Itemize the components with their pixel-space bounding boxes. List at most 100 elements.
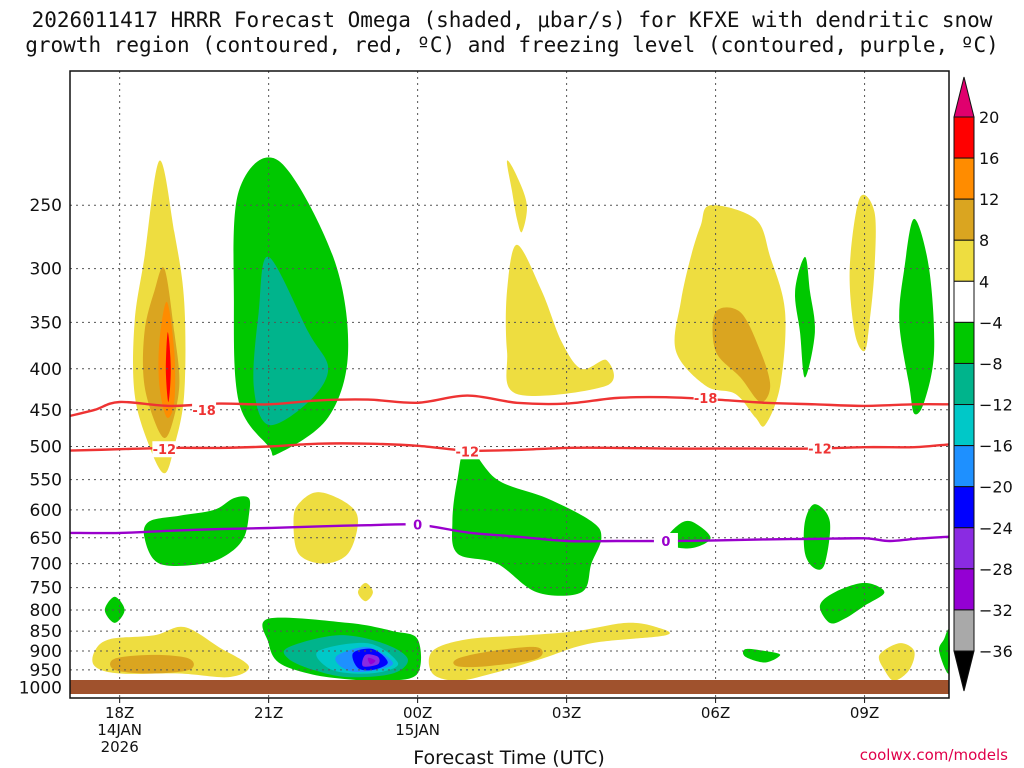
colorbar-label-7: −12 (979, 396, 1013, 415)
colorbar: 20 16 12 8 4 −4 −8 −12 −16 −20 −24 −28 −32 −36 (953, 76, 1013, 692)
colorbar-swatch-12 (953, 609, 975, 652)
omega-region-rise-02z-low-gold (453, 646, 543, 668)
omega-region-sink-19z-mid (143, 496, 251, 566)
omega-region-rise-09z (849, 194, 876, 352)
omega-region-rise-18z-low-gold (110, 654, 194, 674)
shaded-omega-layer (92, 157, 950, 681)
colorbar-label-2: 12 (979, 190, 999, 209)
omega-region-rise-02z-mid (505, 244, 614, 396)
x-tick-date-00Z: 15JAN (395, 721, 440, 739)
omega-region-sink-09z-low (819, 582, 885, 624)
chart-title-line-1: 2026011417 HRRR Forecast Omega (shaded, … (31, 8, 993, 32)
y-tick-label-350: 350 (30, 313, 62, 333)
colorbar-label-0: 20 (979, 108, 999, 127)
colorbar-label-4: 4 (979, 272, 989, 291)
plot-frame (69, 70, 950, 699)
colorbar-label-3: 8 (979, 231, 989, 250)
colorbar-swatch-10 (953, 527, 975, 570)
freezing-level-contour-line (69, 523, 950, 543)
colorbar-swatch-7 (953, 404, 975, 447)
y-tick-label-450: 450 (30, 401, 62, 421)
omega-region-sink-21z-teal (253, 256, 329, 426)
dgz-contour-18-label-1: -18 (694, 392, 718, 407)
y-tick-label-850: 850 (30, 622, 62, 642)
omega-region-rise-18z-red (165, 332, 171, 402)
x-tick-label-18Z: 18Z (105, 704, 134, 722)
dgz-contour-12-label-bg-1 (455, 443, 480, 460)
dgz-contour-12-label-0: -12 (153, 443, 177, 458)
omega-region-sink-07z-dot (742, 648, 781, 663)
omega-region-rise-06z-gold (712, 307, 771, 403)
y-tick-label-400: 400 (30, 360, 62, 380)
colorbar-label-8: −16 (979, 437, 1013, 456)
y-tick-label-550: 550 (30, 471, 62, 491)
colorbar-swatch-2 (953, 198, 975, 241)
omega-region-sink-10z (899, 218, 935, 415)
colorbar-swatch-9 (953, 486, 975, 529)
omega-region-sink-23z-low-violet (367, 657, 376, 665)
x-tick-label-06Z: 06Z (701, 704, 730, 722)
freezing-level-contour-label-0: 0 (413, 519, 422, 534)
omega-region-sink-08z (794, 256, 816, 378)
colorbar-label-9: −20 (979, 478, 1013, 497)
x-tick-year-18Z: 2026 (101, 738, 139, 756)
colorbar-label-11: −28 (979, 560, 1013, 579)
omega-region-rise-23z-dot (358, 582, 373, 602)
x-tick-label-00Z: 00Z (403, 704, 432, 722)
colorbar-label-10: −24 (979, 519, 1013, 538)
colorbar-swatch-3 (953, 239, 975, 282)
colorbar-swatch-8 (953, 445, 975, 488)
freezing-level-contour-label-bg-0 (405, 516, 430, 533)
colorbar-label-1: 16 (979, 149, 999, 168)
y-tick-label-250: 250 (30, 196, 62, 216)
x-tick-date-18Z: 14JAN (97, 721, 142, 739)
y-tick-label-1000: 1000 (19, 679, 62, 699)
x-tick-label-03Z: 03Z (552, 704, 581, 722)
freezing-level-contour-label-1: 0 (661, 535, 670, 550)
colorbar-swatch-11 (953, 568, 975, 611)
dgz-contour-18-label-bg-1 (693, 390, 718, 407)
dgz-contour-18-line (69, 394, 950, 418)
colorbar-label-6: −8 (979, 354, 1003, 373)
colorbar-swatch-4 (953, 280, 975, 323)
omega-region-sink-18z-dot (104, 596, 125, 623)
y-tick-label-800: 800 (30, 601, 62, 621)
contour-layer: -18 -18 -12 -12 -12 0 0 (69, 390, 950, 550)
dgz-contour-18-label-bg-0 (192, 401, 217, 418)
y-tick-label-750: 750 (30, 579, 62, 599)
colorbar-swatch-5 (953, 321, 975, 364)
y-tick-label-600: 600 (30, 501, 62, 521)
terrain-surface (70, 680, 949, 694)
y-tick-label-300: 300 (30, 260, 62, 280)
y-tick-label-650: 650 (30, 529, 62, 549)
x-tick-label-09Z: 09Z (850, 704, 879, 722)
colorbar-swatch-0 (953, 116, 975, 159)
colorbar-swatch-1 (953, 157, 975, 200)
y-tick-label-900: 900 (30, 642, 62, 662)
dgz-contour-12-label-2: -12 (808, 443, 832, 458)
y-tick-label-700: 700 (30, 555, 62, 575)
omega-region-sink-01z-mid (452, 446, 602, 596)
axis-layer: 2503003504004505005506006507007508008509… (19, 196, 880, 756)
dgz-contour-18-label-0: -18 (192, 404, 216, 419)
omega-region-rise-10z-low (878, 643, 915, 681)
dgz-contour-12-label-bg-0 (152, 441, 177, 458)
colorbar-top-arrow (953, 76, 975, 118)
omega-region-sink-08z-mid (803, 504, 831, 570)
dgz-contour-12-label-bg-2 (807, 440, 832, 457)
colorbar-label-13: −36 (979, 642, 1013, 661)
omega-region-rise-02z-low (428, 622, 670, 681)
y-tick-label-950: 950 (30, 661, 62, 681)
colorbar-bottom-arrow (953, 650, 975, 692)
omega-region-rise-02z-top (506, 160, 528, 233)
x-axis-label: Forecast Time (UTC) (413, 747, 604, 768)
credit-text: coolwx.com/models (860, 746, 1008, 764)
y-tick-label-500: 500 (30, 437, 62, 457)
chart-title-line-2: growth region (contoured, red, ºC) and f… (25, 33, 999, 57)
colorbar-label-12: −32 (979, 601, 1013, 620)
colorbar-swatch-6 (953, 362, 975, 406)
x-tick-label-21Z: 21Z (254, 704, 283, 722)
colorbar-label-5: −4 (979, 313, 1003, 332)
freezing-level-contour-label-bg-1 (653, 532, 678, 549)
